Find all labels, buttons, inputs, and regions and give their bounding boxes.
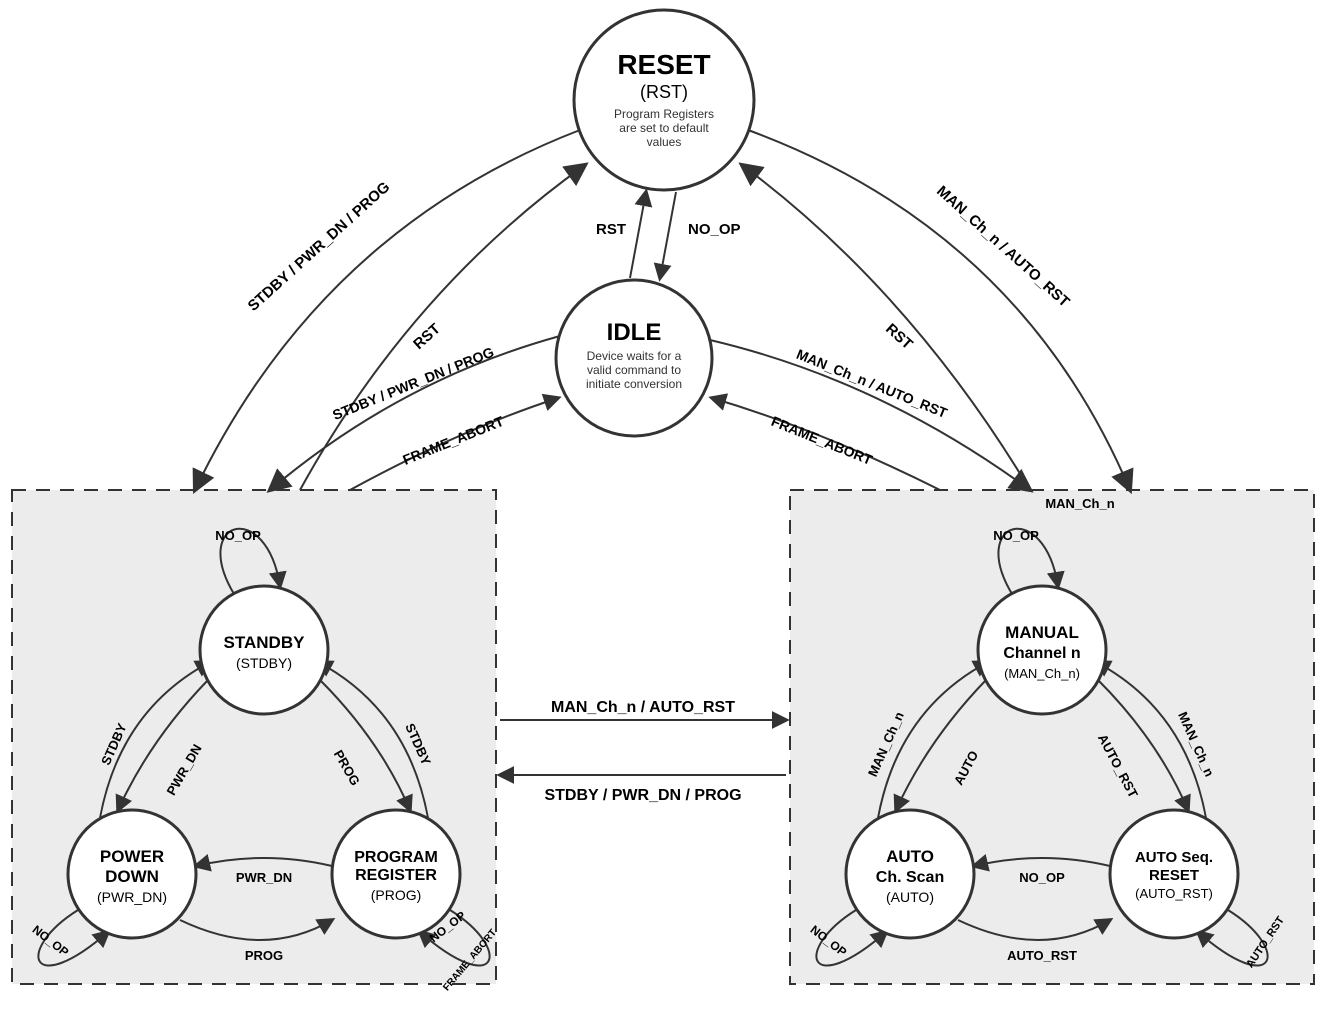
svg-text:STANDBY: STANDBY [224, 633, 306, 652]
svg-text:AUTO: AUTO [886, 847, 934, 866]
svg-text:(AUTO_RST): (AUTO_RST) [1135, 886, 1213, 901]
svg-text:(STDBY): (STDBY) [236, 655, 292, 671]
svg-text:RESET: RESET [617, 49, 710, 80]
label-autorst-to-auto: NO_OP [1019, 870, 1065, 885]
label-right-to-idle: FRAME_ABORT [769, 413, 875, 468]
svg-text:values: values [647, 135, 682, 149]
node-standby: STANDBY (STDBY) [200, 586, 328, 714]
svg-text:REGISTER: REGISTER [355, 867, 437, 884]
node-prog: PROGRAM REGISTER (PROG) [332, 810, 460, 938]
svg-text:IDLE: IDLE [607, 319, 662, 346]
label-idle-to-reset: RST [596, 221, 626, 238]
label-right-to-reset: RST [882, 320, 916, 353]
node-power-down: POWER DOWN (PWR_DN) [68, 810, 196, 938]
svg-text:POWER: POWER [100, 847, 164, 866]
svg-text:valid command to: valid command to [587, 363, 681, 377]
node-idle: IDLE Device waits for a valid command to… [556, 280, 712, 436]
label-manual-manchn: MAN_Ch_n [1045, 496, 1114, 511]
edge-idle-to-reset [630, 192, 646, 278]
label-cross-left: STDBY / PWR_DN / PROG [544, 787, 741, 804]
label-prog-to-pwrdn: PWR_DN [236, 870, 292, 885]
label-reset-to-left: STDBY / PWR_DN / PROG [245, 179, 394, 315]
svg-text:are set to default: are set to default [619, 121, 709, 135]
label-pwrdn-to-prog: PROG [245, 948, 283, 963]
svg-text:Program Registers: Program Registers [614, 107, 714, 121]
node-manual: MANUAL Channel n (MAN_Ch_n) [978, 586, 1106, 714]
label-left-to-idle: FRAME_ABORT [400, 413, 506, 468]
label-idle-to-left: STDBY / PWR_DN / PROG [330, 344, 496, 423]
svg-text:(PROG): (PROG) [371, 887, 422, 903]
svg-text:Channel n: Channel n [1003, 645, 1080, 662]
node-auto: AUTO Ch. Scan (AUTO) [846, 810, 974, 938]
state-diagram: STDBY / PWR_DN / PROG RST MAN_Ch_n / AUT… [0, 0, 1328, 1014]
edge-reset-to-idle [660, 192, 676, 278]
svg-text:RESET: RESET [1149, 867, 1199, 884]
svg-text:AUTO Seq.: AUTO Seq. [1135, 849, 1213, 866]
svg-text:Device waits for a: Device waits for a [587, 349, 682, 363]
label-reset-to-idle: NO_OP [688, 221, 741, 238]
svg-text:PROGRAM: PROGRAM [354, 849, 438, 866]
svg-text:Ch. Scan: Ch. Scan [876, 869, 944, 886]
svg-text:MANUAL: MANUAL [1005, 623, 1079, 642]
label-standby-noop: NO_OP [215, 528, 261, 543]
node-reset: RESET (RST) Program Registers are set to… [574, 10, 754, 190]
svg-text:initiate conversion: initiate conversion [586, 377, 682, 391]
svg-text:(AUTO): (AUTO) [886, 889, 934, 905]
label-idle-to-right: MAN_Ch_n / AUTO_RST [794, 346, 950, 421]
label-manual-noop: NO_OP [993, 528, 1039, 543]
svg-text:(MAN_Ch_n): (MAN_Ch_n) [1004, 666, 1080, 681]
svg-text:(RST): (RST) [640, 82, 688, 102]
svg-text:(PWR_DN): (PWR_DN) [97, 889, 167, 905]
label-cross-right: MAN_Ch_n / AUTO_RST [551, 699, 735, 716]
svg-text:DOWN: DOWN [105, 867, 159, 886]
label-left-to-reset: RST [410, 320, 444, 353]
label-auto-to-autorst: AUTO_RST [1007, 948, 1077, 963]
node-auto-rst: AUTO Seq. RESET (AUTO_RST) [1110, 810, 1238, 938]
